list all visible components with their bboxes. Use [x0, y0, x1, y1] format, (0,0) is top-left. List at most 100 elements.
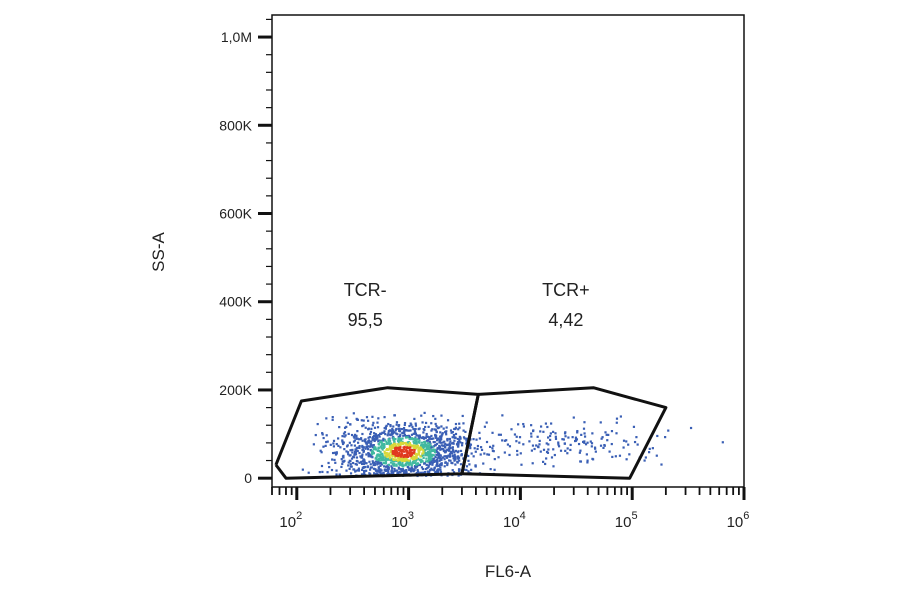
event-dot	[334, 461, 337, 464]
event-dot	[399, 450, 402, 453]
event-dot	[332, 445, 335, 448]
event-dot	[516, 453, 519, 456]
event-dot	[522, 443, 525, 446]
event-dot	[433, 457, 436, 460]
event-dot	[542, 430, 545, 433]
event-dot	[439, 438, 442, 441]
event-dot	[410, 423, 413, 426]
event-dot	[470, 468, 473, 471]
event-dot	[485, 421, 488, 424]
event-dot	[517, 423, 520, 426]
event-dot	[340, 458, 343, 461]
event-dot	[401, 462, 404, 466]
event-dot	[379, 445, 382, 448]
event-dot	[447, 454, 450, 457]
event-dot	[408, 436, 411, 439]
event-dot	[566, 452, 569, 455]
event-dot	[391, 427, 394, 431]
event-dot	[499, 433, 502, 436]
event-dot	[435, 453, 438, 456]
event-dot	[428, 470, 431, 474]
event-dot	[331, 416, 334, 419]
event-dot	[365, 453, 368, 456]
event-dot	[365, 462, 368, 465]
event-dot	[369, 432, 372, 436]
event-dot	[424, 460, 428, 463]
event-dot	[375, 472, 379, 475]
event-dot	[459, 463, 463, 466]
event-dot	[422, 454, 425, 457]
event-dot	[446, 462, 449, 465]
event-dot	[390, 458, 393, 461]
event-dot	[456, 455, 459, 458]
event-dot	[373, 432, 376, 435]
event-dot	[398, 451, 401, 454]
event-dot	[439, 469, 442, 472]
event-dot	[375, 438, 378, 441]
event-dot	[448, 449, 451, 452]
event-dot	[348, 467, 351, 470]
event-dot	[438, 444, 441, 448]
event-dot	[508, 445, 512, 448]
event-dot	[644, 456, 647, 459]
gate-tcr-positive	[460, 386, 668, 480]
event-dot	[414, 437, 417, 440]
event-dot	[420, 459, 424, 463]
event-dot	[384, 469, 387, 472]
event-dot	[436, 463, 439, 467]
event-dot	[463, 468, 466, 471]
event-dot	[330, 468, 334, 472]
event-dot	[407, 441, 410, 444]
event-dot	[563, 442, 566, 445]
event-dot	[404, 446, 407, 449]
event-dot	[384, 452, 387, 455]
event-dot	[322, 436, 325, 440]
event-dot	[345, 450, 348, 453]
event-dot	[461, 414, 464, 418]
event-dot	[400, 452, 404, 455]
event-dot	[371, 424, 374, 427]
event-dot	[422, 449, 425, 452]
event-dot	[443, 451, 447, 454]
event-dot	[472, 455, 475, 458]
event-dot	[374, 434, 377, 438]
event-dot	[436, 457, 439, 460]
event-dot	[643, 459, 646, 462]
event-dot	[546, 425, 549, 429]
event-dot	[408, 461, 411, 464]
event-dot	[408, 467, 411, 471]
event-dot	[429, 460, 432, 463]
event-dot	[501, 414, 504, 417]
event-dot	[327, 461, 330, 465]
event-dot	[421, 452, 424, 455]
event-dot	[664, 436, 667, 439]
event-dot	[439, 436, 443, 440]
event-dot	[402, 446, 405, 449]
event-dot	[619, 415, 622, 418]
event-dot	[438, 426, 441, 429]
event-dot	[503, 451, 506, 454]
event-dot	[444, 443, 447, 446]
event-dot	[326, 471, 329, 474]
event-dot	[405, 450, 408, 453]
event-dot	[379, 468, 382, 471]
event-dot	[439, 431, 442, 434]
event-dot	[648, 451, 651, 454]
event-dot	[383, 439, 387, 442]
event-dot	[365, 469, 368, 472]
event-dot	[362, 419, 365, 422]
event-dot	[362, 469, 366, 473]
event-dot	[384, 460, 388, 463]
event-dot	[361, 439, 364, 442]
event-dot	[414, 422, 417, 425]
event-dot	[427, 425, 430, 428]
event-dot	[377, 453, 380, 456]
event-dot	[370, 466, 373, 469]
event-dot	[383, 465, 386, 468]
event-dot	[510, 428, 513, 431]
event-dot	[406, 444, 410, 447]
event-dot	[422, 451, 425, 454]
event-dot	[380, 472, 384, 475]
event-dot	[347, 453, 350, 456]
